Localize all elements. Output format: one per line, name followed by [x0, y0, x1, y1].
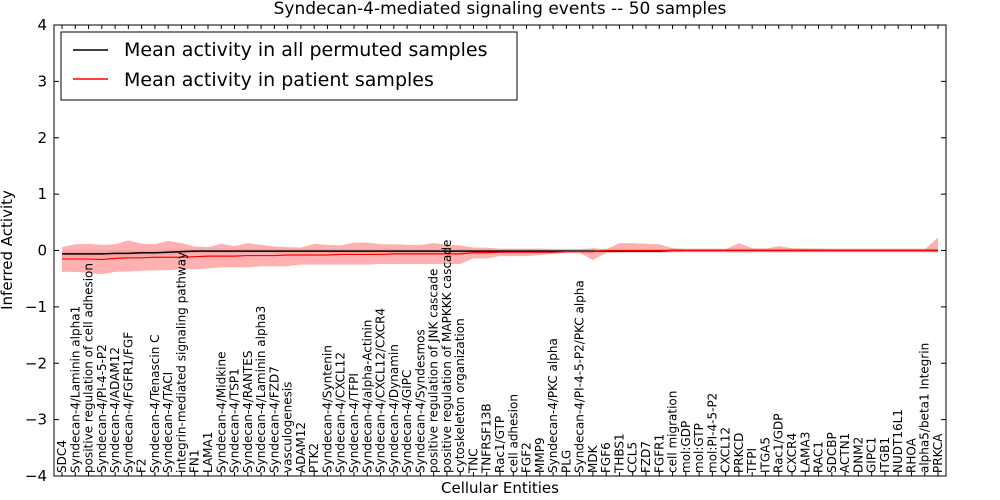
- x-category-label: cytoskeleton organization: [453, 318, 467, 473]
- legend-label-patient: Mean activity in patient samples: [124, 69, 434, 91]
- x-category-label: Syndecan-4/GIPC: [400, 370, 414, 473]
- series-line-patient: [62, 249, 938, 261]
- x-category-label: Syndecan-4/RANTES: [241, 351, 255, 473]
- x-category-label: positive regulation of cell adhesion: [82, 263, 96, 473]
- x-category-label: Syndecan-4/PI-4-5-P2: [95, 344, 109, 473]
- x-category-label: Syndecan-4/ADAM12: [108, 347, 122, 473]
- y-tick-label: −2: [25, 354, 47, 372]
- x-category-label: NUDT16L1: [891, 409, 905, 473]
- x-category-label: Syndecan-4/PKC alpha: [546, 338, 560, 473]
- x-category-label: Syndecan-4/Syndesmos: [413, 329, 427, 473]
- x-category-label: vasculogenesis: [281, 382, 295, 473]
- x-category-label: MMP9: [533, 437, 547, 473]
- x-category-label: DNM2: [851, 437, 865, 473]
- x-category-label: cell adhesion: [506, 394, 520, 473]
- x-category-label: THBS1: [612, 433, 626, 474]
- x-category-label: SDCBP: [825, 432, 839, 473]
- x-category-label: PTK2: [307, 443, 321, 473]
- x-category-label: TNC: [466, 448, 480, 474]
- x-category-label: Rac1/GTP: [493, 416, 507, 473]
- x-category-label: GIPC1: [865, 437, 879, 473]
- x-category-label: Syndecan-4/TFPI: [347, 373, 361, 473]
- y-tick-label: 0: [37, 242, 47, 260]
- x-category-label: ITGB1: [878, 437, 892, 473]
- x-category-label: PRKCD: [732, 433, 746, 473]
- x-category-label: Syndecan-4/FZD7: [267, 366, 281, 473]
- x-category-label: RAC1: [812, 441, 826, 473]
- x-category-label: CXCR4: [785, 433, 799, 473]
- chart-title: Syndecan-4-mediated signaling events -- …: [274, 0, 727, 19]
- x-category-label: positive regulation of MAPKKK cascade: [440, 240, 454, 473]
- x-category-label: Syndecan-4/PI-4-5-P2/PKC alpha: [573, 280, 587, 473]
- x-category-label: Syndecan-4/TSP1: [228, 368, 242, 473]
- x-category-label: mol:PI-4-5-P2: [705, 393, 719, 473]
- y-tick-label: 1: [37, 185, 47, 203]
- legend: Mean activity in all permuted samples Me…: [60, 31, 518, 101]
- x-category-label: cell migration: [666, 391, 680, 473]
- y-tick-label: −3: [25, 411, 47, 429]
- x-category-label: mol:GTP: [692, 423, 706, 473]
- x-category-label: Syndecan-4/Midkine: [214, 352, 228, 473]
- y-tick-label: −1: [25, 298, 47, 316]
- x-category-label: LAMA1: [201, 432, 215, 473]
- y-tick-label: 3: [37, 72, 47, 90]
- x-category-label: CXCL12: [719, 427, 733, 473]
- x-category-label: FGF2: [520, 442, 534, 473]
- x-category-label: Rac1/GDP: [772, 414, 786, 473]
- x-category-label: Syndecan-4/alpha-Actinin: [360, 320, 374, 473]
- x-category-label: FZD7: [639, 441, 653, 473]
- x-category-label: PLG: [559, 450, 573, 473]
- x-category-label: Syndecan-4/CXCL12: [334, 352, 348, 473]
- x-category-label: F2: [135, 458, 149, 473]
- x-category-label: Syndecan-4/Laminin alpha3: [254, 306, 268, 473]
- y-axis-label: Inferred Activity: [0, 190, 16, 310]
- x-category-label: Syndecan-4/FGFR1/FGF: [121, 332, 135, 473]
- band-patient: [62, 237, 938, 275]
- y-tick-label: 4: [37, 16, 47, 34]
- legend-box: [60, 31, 518, 101]
- x-category-label: RHOA: [904, 437, 918, 473]
- x-category-label: Syndecan-4/Syntenin: [320, 345, 334, 473]
- y-tick-label: −4: [25, 467, 47, 485]
- x-category-label: integrin-mediated signaling pathway: [174, 252, 188, 473]
- x-category-label: TFPI: [745, 448, 759, 474]
- x-category-label: Syndecan-4/CXCL12/CXCR4: [374, 308, 388, 473]
- x-category-label: FGF6: [599, 442, 613, 473]
- x-category-label: alpha5/beta1 Integrin: [918, 343, 932, 473]
- x-category-label: TNFRSF13B: [480, 403, 494, 474]
- x-category-label: ACTN1: [838, 433, 852, 473]
- x-category-label: ADAM12: [294, 422, 308, 473]
- x-category-label: MDK: [586, 444, 600, 473]
- x-category-label: Syndecan-4/Tenascin C: [148, 334, 162, 473]
- x-category-label: positive regulation of JNK cascade: [427, 269, 441, 473]
- x-category-label: ITGA5: [758, 437, 772, 473]
- x-category-label: SDC4: [55, 440, 69, 473]
- x-category-label: FGFR1: [652, 434, 666, 473]
- x-category-label: CCL5: [626, 442, 640, 473]
- x-category-label: LAMA3: [798, 432, 812, 473]
- x-category-label: Syndecan-4/Laminin alpha1: [68, 306, 82, 473]
- x-category-label: Syndecan-4/Dynamin: [387, 344, 401, 473]
- x-category-label: mol:GDP: [679, 421, 693, 473]
- legend-label-permuted: Mean activity in all permuted samples: [124, 39, 487, 61]
- y-tick-label: 2: [37, 129, 47, 147]
- x-category-label: FN1: [188, 449, 202, 473]
- x-category-label: Syndecan-4/TACI: [161, 372, 175, 473]
- x-category-label: PRKCA: [931, 433, 945, 473]
- x-axis-label: Cellular Entities: [441, 479, 559, 497]
